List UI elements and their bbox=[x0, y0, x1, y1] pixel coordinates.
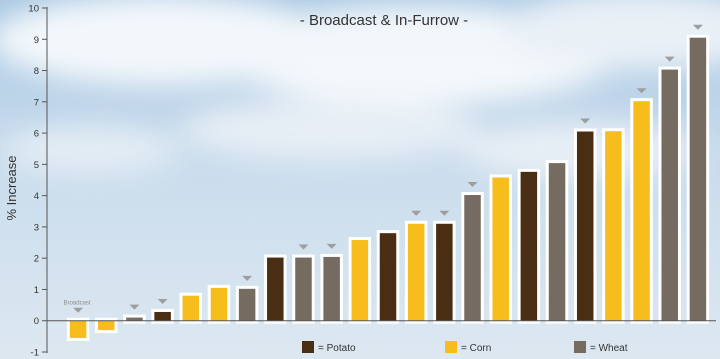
in-furrow-marker bbox=[326, 243, 337, 249]
bar-corn bbox=[633, 101, 650, 321]
bar-potato bbox=[436, 223, 453, 321]
chart-subtitle: - Broadcast & In-Furrow - bbox=[300, 12, 468, 29]
y-axis: -1 0 1 2 3 4 5 6 7 8 9 10 bbox=[28, 4, 48, 359]
bar-group bbox=[686, 34, 710, 324]
bar-corn bbox=[98, 320, 115, 331]
bar-potato bbox=[267, 257, 284, 321]
bar-potato bbox=[379, 233, 397, 321]
bar-wheat bbox=[661, 69, 678, 321]
bar-corn bbox=[182, 295, 200, 321]
bar-potato bbox=[576, 131, 594, 321]
bar-wheat bbox=[238, 288, 256, 321]
y-axis-label: % Increase bbox=[4, 155, 19, 220]
in-furrow-marker bbox=[467, 182, 478, 188]
markers-group: Broadcast bbox=[64, 24, 703, 313]
bar-group bbox=[95, 317, 118, 334]
y-tick-label: 1 bbox=[34, 285, 39, 296]
legend-item-potato: = Potato bbox=[302, 341, 356, 354]
bars-group bbox=[66, 34, 710, 341]
bar-wheat bbox=[464, 195, 481, 321]
broadcast-label: Broadcast bbox=[64, 301, 91, 307]
legend-swatch bbox=[445, 341, 457, 353]
y-tick-label: 8 bbox=[34, 66, 39, 77]
bar-group bbox=[207, 284, 231, 324]
legend-swatch bbox=[574, 341, 586, 353]
bar-corn bbox=[69, 320, 87, 338]
bar-group bbox=[602, 128, 625, 324]
in-furrow-marker bbox=[298, 244, 309, 250]
in-furrow-marker bbox=[439, 210, 450, 216]
bar-group bbox=[66, 317, 90, 341]
y-tick-label: 0 bbox=[34, 316, 39, 327]
y-tick-label: 2 bbox=[34, 254, 39, 265]
bar-wheat bbox=[126, 317, 143, 321]
bar-group bbox=[123, 314, 146, 324]
legend-item-corn: = Corn bbox=[445, 341, 491, 354]
bar-wheat bbox=[295, 257, 312, 321]
legend: = Potato = Corn = Wheat bbox=[302, 341, 628, 354]
y-tick-label: 10 bbox=[28, 4, 39, 15]
y-tick-label: -1 bbox=[31, 348, 39, 359]
bar-group bbox=[348, 237, 372, 324]
bar-group bbox=[461, 192, 484, 324]
bar-group bbox=[517, 168, 541, 324]
legend-label: = Wheat bbox=[590, 343, 628, 354]
bar-corn bbox=[492, 177, 509, 321]
bar-corn bbox=[407, 223, 425, 321]
bar-group bbox=[433, 220, 456, 324]
bar-group bbox=[573, 128, 597, 324]
bar-group bbox=[151, 308, 174, 324]
bar-wheat bbox=[689, 37, 707, 321]
legend-label: = Potato bbox=[318, 343, 356, 354]
in-furrow-marker bbox=[580, 118, 591, 124]
legend-label: = Corn bbox=[461, 343, 491, 354]
in-furrow-marker bbox=[664, 56, 675, 62]
bar-group bbox=[630, 98, 653, 324]
legend-item-wheat: = Wheat bbox=[574, 341, 628, 354]
bar-group bbox=[489, 174, 512, 324]
in-furrow-marker bbox=[73, 307, 84, 313]
bar-group bbox=[264, 254, 287, 324]
y-tick-label: 3 bbox=[34, 222, 39, 233]
chart-titles: - Broadcast & In-Furrow - bbox=[300, 12, 468, 29]
bar-group bbox=[404, 220, 428, 324]
bar-corn bbox=[351, 240, 369, 321]
bar-potato bbox=[520, 171, 538, 321]
bar-wheat bbox=[548, 163, 566, 321]
bar-potato bbox=[154, 311, 171, 321]
y-tick-label: 5 bbox=[34, 160, 39, 171]
bar-group bbox=[658, 66, 681, 324]
bar-group bbox=[235, 285, 259, 324]
bar-group bbox=[292, 254, 315, 324]
legend-swatch bbox=[302, 341, 314, 353]
bar-group bbox=[179, 292, 203, 324]
bar-corn bbox=[210, 287, 228, 321]
in-furrow-marker bbox=[129, 304, 140, 310]
bar-corn bbox=[605, 131, 622, 321]
y-tick-label: 7 bbox=[34, 97, 39, 108]
in-furrow-marker bbox=[636, 88, 647, 94]
y-tick-label: 9 bbox=[34, 35, 39, 46]
in-furrow-marker bbox=[411, 210, 422, 216]
in-furrow-marker bbox=[692, 24, 703, 30]
in-furrow-marker bbox=[242, 275, 253, 281]
bar-wheat bbox=[323, 256, 340, 321]
y-tick-label: 6 bbox=[34, 129, 39, 140]
in-furrow-marker bbox=[157, 298, 168, 304]
bar-group bbox=[545, 160, 569, 324]
bar-group bbox=[376, 230, 400, 324]
bar-group bbox=[320, 253, 343, 324]
y-tick-label: 4 bbox=[34, 191, 39, 202]
